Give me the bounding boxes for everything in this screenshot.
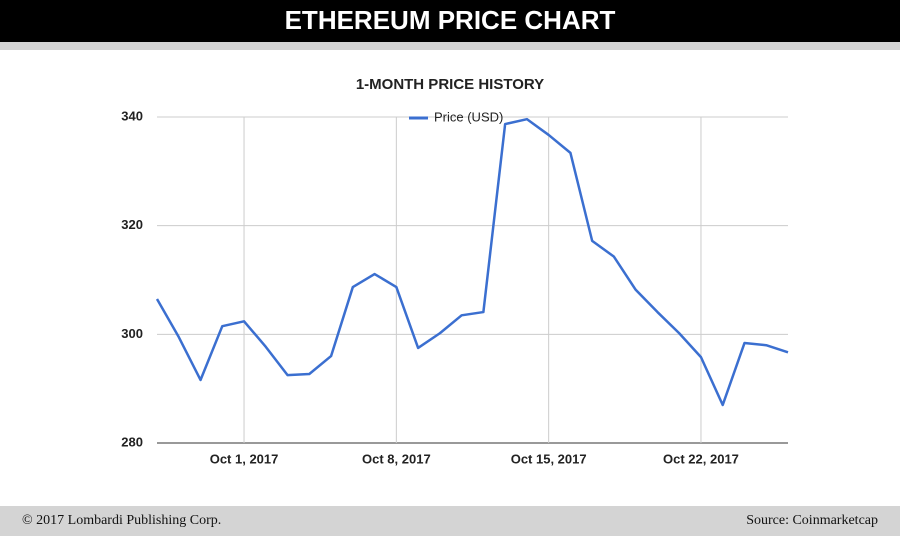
chart-subtitle: 1-MONTH PRICE HISTORY [356,76,544,93]
y-tick-label: 280 [121,434,143,449]
footer-bar [0,506,900,536]
footer-right: Source: Coinmarketcap [746,513,878,528]
price-line [155,117,789,407]
chart-title: ETHEREUM PRICE CHART [285,5,616,35]
y-tick-label: 320 [121,217,143,232]
legend-label: Price (USD) [434,109,503,124]
header-strip [0,42,900,50]
footer-left: © 2017 Lombardi Publishing Corp. [22,513,221,528]
y-tick-label: 300 [121,326,143,341]
x-tick-label: Oct 1, 2017 [210,451,279,466]
header-bar [0,0,900,42]
x-tick-label: Oct 22, 2017 [663,451,739,466]
x-tick-label: Oct 15, 2017 [511,451,587,466]
y-tick-label: 340 [121,108,143,123]
x-tick-label: Oct 8, 2017 [362,451,431,466]
